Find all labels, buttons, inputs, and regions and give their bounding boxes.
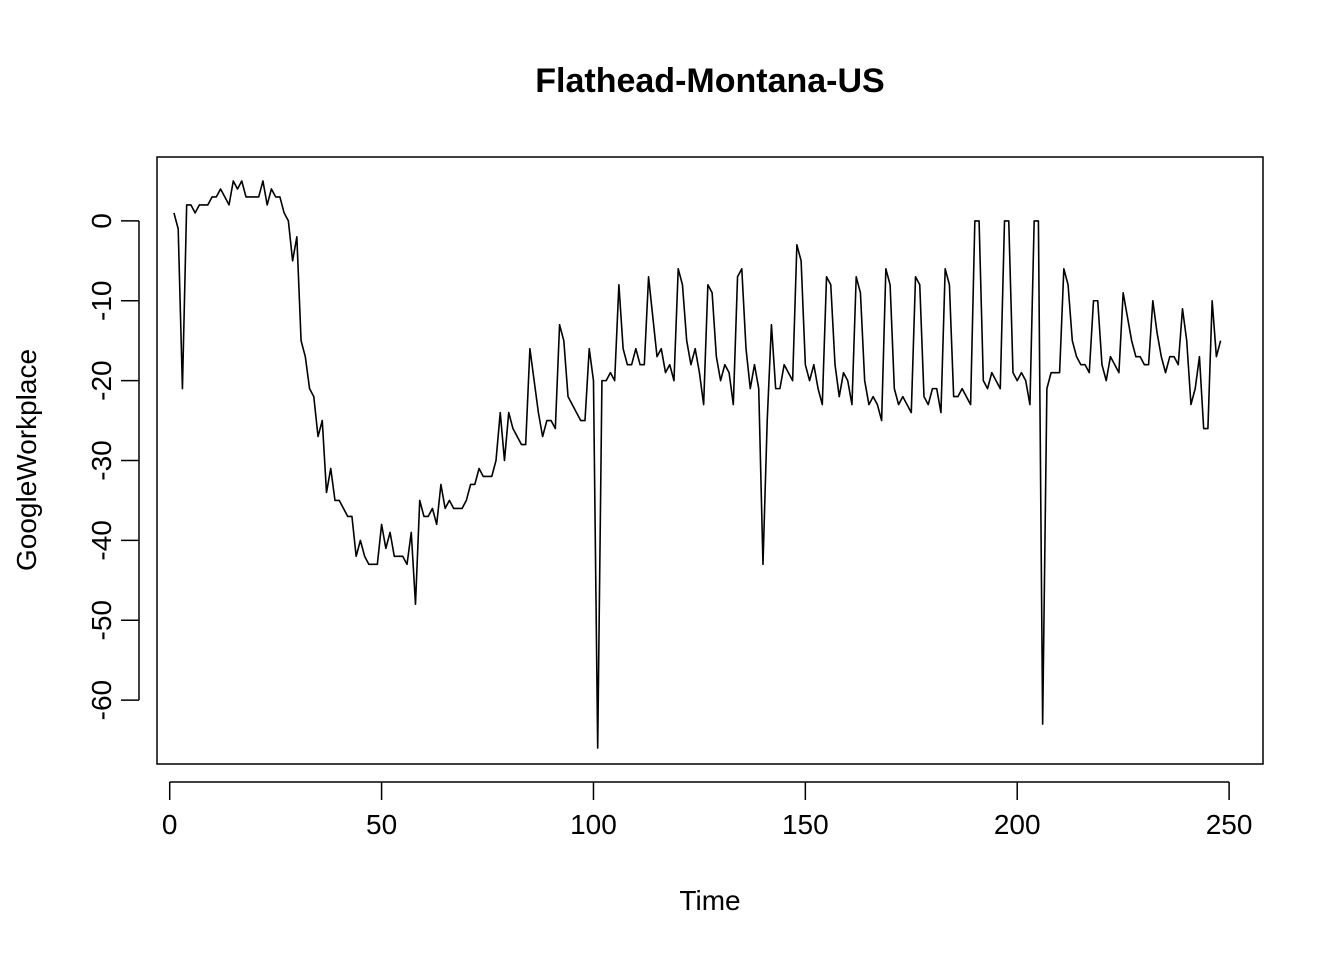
y-axis: 0 -10 -20 -30 -40 -50 -60 xyxy=(86,213,140,720)
y-tick-label: -60 xyxy=(86,680,117,720)
x-tick-label: 100 xyxy=(570,809,617,840)
x-axis: 0 50 100 150 200 250 xyxy=(162,781,1253,840)
y-tick-label: -50 xyxy=(86,600,117,640)
y-tick-label: -30 xyxy=(86,440,117,480)
x-tick-label: 50 xyxy=(366,809,397,840)
y-tick-label: -40 xyxy=(86,520,117,560)
x-axis-label: Time xyxy=(679,885,740,916)
x-tick-label: 200 xyxy=(994,809,1041,840)
x-tick-label: 0 xyxy=(162,809,178,840)
y-tick-label: 0 xyxy=(86,213,117,229)
y-axis-label: GoogleWorkplace xyxy=(11,349,42,571)
plot-frame xyxy=(156,156,1264,765)
y-tick-label: -10 xyxy=(86,281,117,321)
x-tick-label: 250 xyxy=(1206,809,1253,840)
y-tick-label: -20 xyxy=(86,360,117,400)
series-line xyxy=(173,180,1222,749)
chart-title: Flathead-Montana-US xyxy=(535,62,884,100)
x-tick-label: 150 xyxy=(782,809,829,840)
